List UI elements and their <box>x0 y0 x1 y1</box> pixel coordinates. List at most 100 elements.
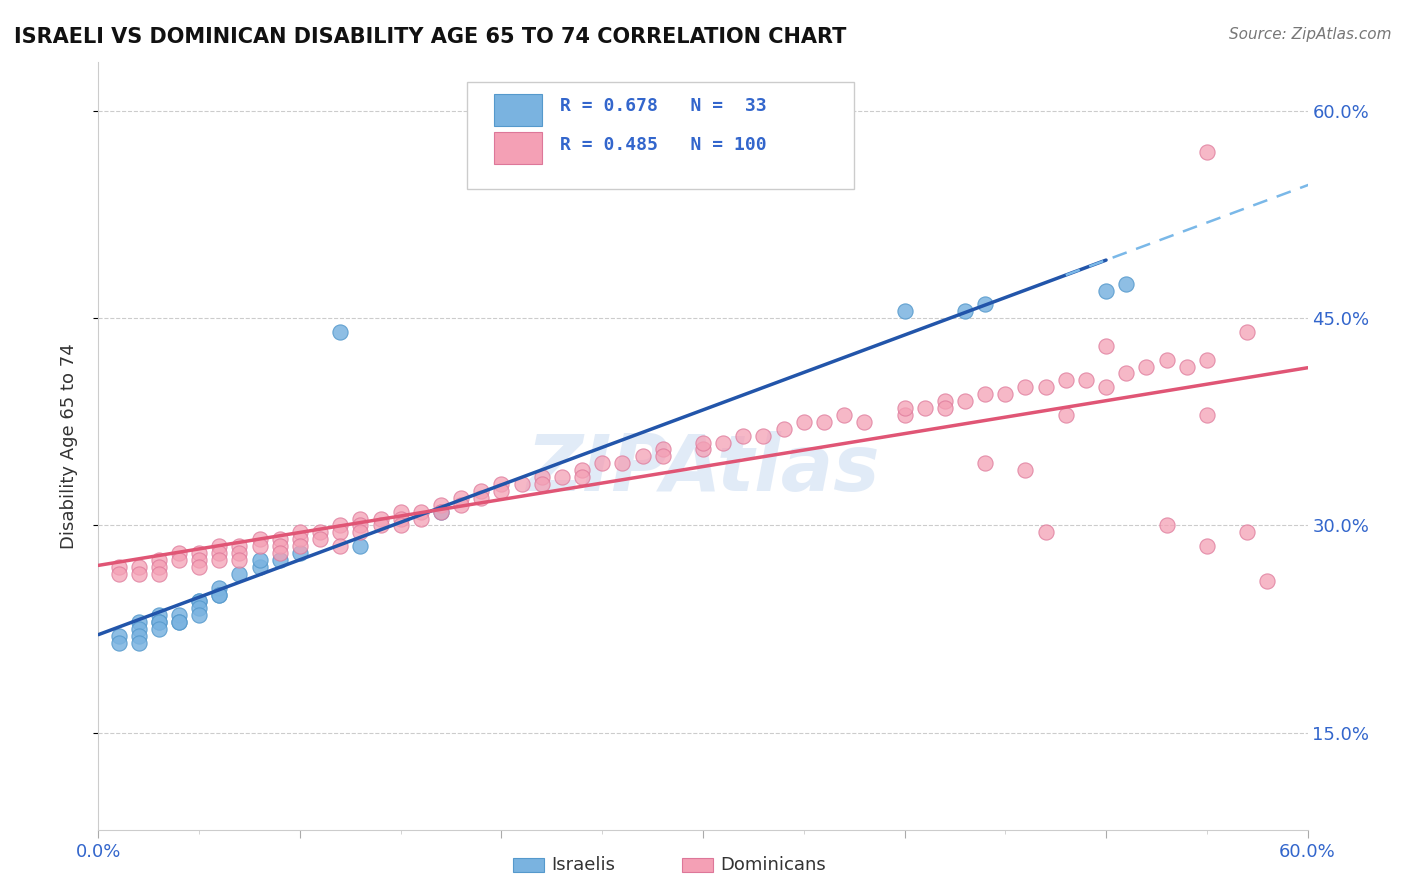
Point <box>329 525 352 540</box>
Point <box>1074 373 1097 387</box>
Point <box>832 408 855 422</box>
Point <box>1156 518 1178 533</box>
Point <box>1014 463 1036 477</box>
Y-axis label: Disability Age 65 to 74: Disability Age 65 to 74 <box>59 343 77 549</box>
Point <box>389 518 412 533</box>
Point <box>1135 359 1157 374</box>
Point <box>450 491 472 505</box>
Point <box>208 546 231 560</box>
Point <box>167 615 190 630</box>
Point <box>772 422 794 436</box>
Text: R = 0.485   N = 100: R = 0.485 N = 100 <box>561 136 766 153</box>
Point <box>571 470 593 484</box>
Point <box>470 483 492 498</box>
Point <box>1115 367 1137 381</box>
Point <box>651 442 673 457</box>
Point <box>349 518 371 533</box>
Point <box>953 304 976 318</box>
Point <box>128 615 150 630</box>
Point <box>733 428 755 442</box>
Bar <box>494 94 543 126</box>
Point <box>370 511 392 525</box>
Point <box>329 539 352 553</box>
Point <box>711 435 734 450</box>
Point <box>329 325 352 339</box>
Point <box>934 394 956 409</box>
Point <box>148 622 170 636</box>
Point <box>228 539 250 553</box>
Point <box>228 546 250 560</box>
Point <box>651 450 673 464</box>
Point <box>107 566 129 581</box>
Point <box>148 608 170 623</box>
Point <box>288 533 311 547</box>
Point <box>409 505 432 519</box>
Point <box>188 553 211 567</box>
Point <box>631 450 654 464</box>
Point <box>1156 352 1178 367</box>
Point <box>571 463 593 477</box>
Point <box>128 629 150 643</box>
Point <box>994 387 1017 401</box>
Point <box>1195 145 1218 160</box>
Point <box>430 505 453 519</box>
Point <box>349 539 371 553</box>
Point <box>188 546 211 560</box>
Point <box>128 636 150 650</box>
Point <box>409 511 432 525</box>
Point <box>974 297 997 311</box>
Point <box>430 498 453 512</box>
Point <box>107 560 129 574</box>
Point <box>1095 380 1118 394</box>
Point <box>208 539 231 553</box>
Point <box>1014 380 1036 394</box>
Point <box>389 511 412 525</box>
Point <box>530 477 553 491</box>
Point <box>148 615 170 630</box>
Point <box>1236 525 1258 540</box>
Point <box>167 546 190 560</box>
Point <box>1054 373 1077 387</box>
Point <box>269 546 291 560</box>
Point <box>793 415 815 429</box>
Point <box>530 470 553 484</box>
Point <box>491 483 513 498</box>
Point <box>208 588 231 602</box>
Point <box>450 498 472 512</box>
Point <box>1095 284 1118 298</box>
Point <box>208 588 231 602</box>
Point <box>167 553 190 567</box>
Point <box>1236 325 1258 339</box>
Point <box>491 477 513 491</box>
Point <box>329 518 352 533</box>
Text: Dominicans: Dominicans <box>720 856 825 874</box>
Point <box>470 491 492 505</box>
Point <box>208 553 231 567</box>
Point <box>288 546 311 560</box>
Point <box>148 615 170 630</box>
Point <box>1175 359 1198 374</box>
Point <box>1256 574 1278 588</box>
Text: ISRAELI VS DOMINICAN DISABILITY AGE 65 TO 74 CORRELATION CHART: ISRAELI VS DOMINICAN DISABILITY AGE 65 T… <box>14 27 846 46</box>
Text: Israelis: Israelis <box>551 856 616 874</box>
Point <box>107 636 129 650</box>
Point <box>1035 380 1057 394</box>
Point <box>1054 408 1077 422</box>
Point <box>188 594 211 608</box>
Point <box>953 394 976 409</box>
Point <box>148 560 170 574</box>
Point <box>692 435 714 450</box>
Point <box>893 408 915 422</box>
Point <box>128 560 150 574</box>
Point <box>309 533 332 547</box>
Point <box>692 442 714 457</box>
Point <box>228 553 250 567</box>
Point <box>309 525 332 540</box>
Text: Source: ZipAtlas.com: Source: ZipAtlas.com <box>1229 27 1392 42</box>
Point <box>188 608 211 623</box>
Point <box>288 539 311 553</box>
Point <box>228 566 250 581</box>
Point <box>430 505 453 519</box>
Point <box>188 601 211 615</box>
Bar <box>494 132 543 164</box>
